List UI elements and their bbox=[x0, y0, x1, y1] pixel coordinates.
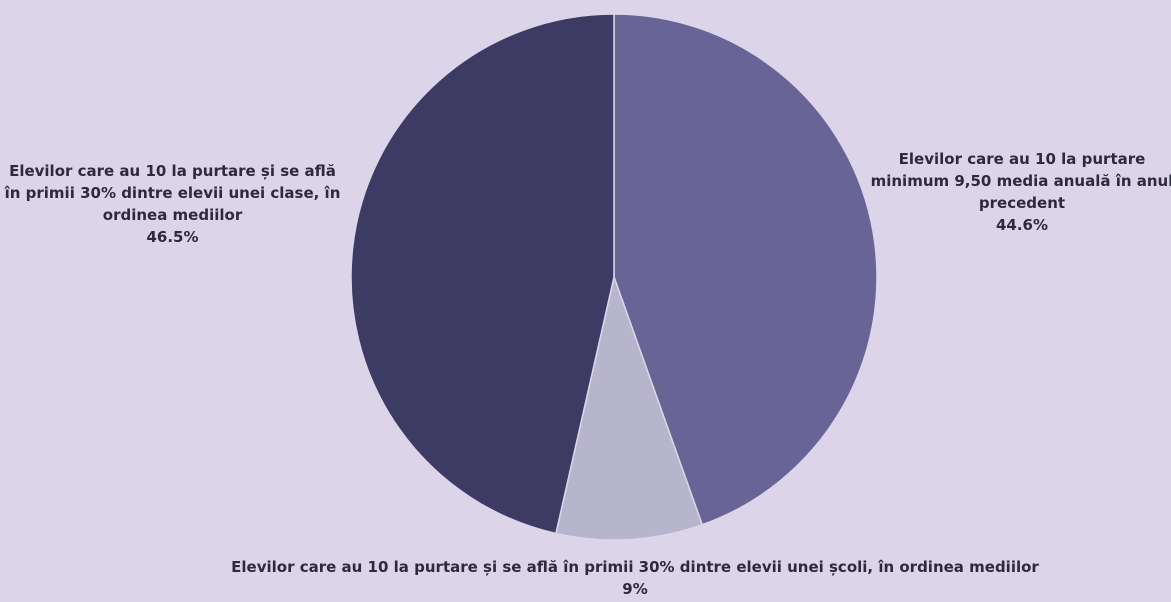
slice-label-2: Elevilor care au 10 la purtare și se afl… bbox=[0, 160, 345, 248]
slice-label-2-value: 46.5% bbox=[146, 228, 199, 246]
slice-label-0-value: 44.6% bbox=[995, 216, 1049, 234]
pie-slice-0 bbox=[613, 13, 878, 526]
slice-label-1-name: Elevilor care au 10 la purtare și se afl… bbox=[231, 558, 1039, 576]
slice-label-0: Elevilor care au 10 la purtare minimum 9… bbox=[862, 148, 1171, 236]
slice-label-2-name: Elevilor care au 10 la purtare și se afl… bbox=[4, 162, 341, 224]
slice-label-1-value: 9% bbox=[622, 580, 648, 598]
slice-label-0-name: Elevilor care au 10 la purtare minimum 9… bbox=[870, 150, 1171, 212]
pie-slice-2 bbox=[350, 13, 615, 535]
slice-label-1: Elevilor care au 10 la purtare și se afl… bbox=[175, 556, 1095, 600]
pie-slice-1 bbox=[554, 274, 704, 541]
